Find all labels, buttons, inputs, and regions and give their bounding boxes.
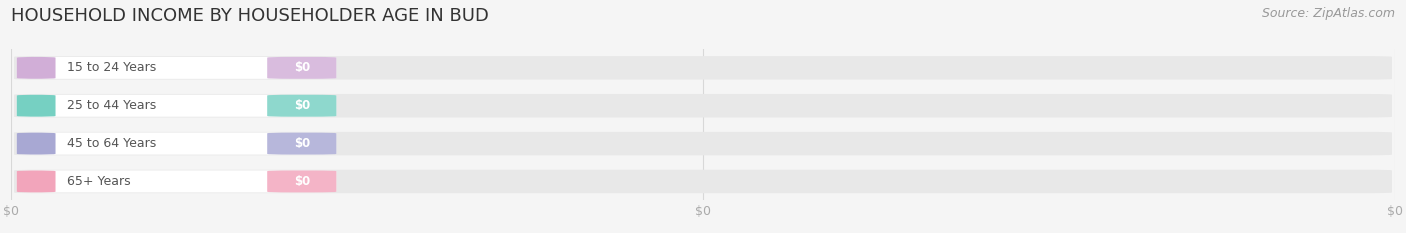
FancyBboxPatch shape bbox=[17, 57, 55, 79]
FancyBboxPatch shape bbox=[17, 95, 55, 117]
FancyBboxPatch shape bbox=[17, 57, 336, 79]
Text: 15 to 24 Years: 15 to 24 Years bbox=[66, 61, 156, 74]
Text: 25 to 44 Years: 25 to 44 Years bbox=[66, 99, 156, 112]
Text: 65+ Years: 65+ Years bbox=[66, 175, 131, 188]
FancyBboxPatch shape bbox=[17, 171, 55, 192]
FancyBboxPatch shape bbox=[14, 170, 1392, 193]
FancyBboxPatch shape bbox=[267, 95, 336, 117]
Text: Source: ZipAtlas.com: Source: ZipAtlas.com bbox=[1261, 7, 1395, 20]
Text: $0: $0 bbox=[294, 175, 309, 188]
FancyBboxPatch shape bbox=[267, 171, 336, 192]
Text: 45 to 64 Years: 45 to 64 Years bbox=[66, 137, 156, 150]
FancyBboxPatch shape bbox=[267, 133, 336, 154]
FancyBboxPatch shape bbox=[267, 57, 336, 79]
FancyBboxPatch shape bbox=[17, 171, 336, 192]
Text: $0: $0 bbox=[294, 61, 309, 74]
FancyBboxPatch shape bbox=[17, 133, 336, 154]
Text: $0: $0 bbox=[294, 99, 309, 112]
FancyBboxPatch shape bbox=[14, 132, 1392, 155]
Text: $0: $0 bbox=[294, 137, 309, 150]
FancyBboxPatch shape bbox=[17, 95, 336, 117]
FancyBboxPatch shape bbox=[14, 56, 1392, 80]
Text: HOUSEHOLD INCOME BY HOUSEHOLDER AGE IN BUD: HOUSEHOLD INCOME BY HOUSEHOLDER AGE IN B… bbox=[11, 7, 489, 25]
FancyBboxPatch shape bbox=[17, 133, 55, 154]
FancyBboxPatch shape bbox=[14, 94, 1392, 117]
